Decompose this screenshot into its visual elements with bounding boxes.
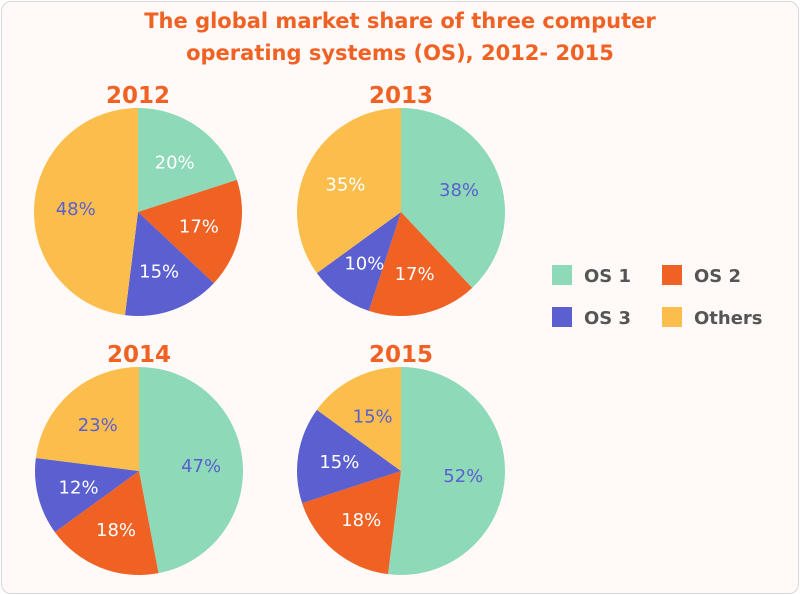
pie-slice-os-2 bbox=[138, 179, 242, 284]
pie-slice-os-2 bbox=[368, 212, 473, 316]
pie-title: 2014 bbox=[107, 342, 171, 368]
pie-slice-os-1 bbox=[387, 367, 505, 575]
pie-slice-others bbox=[297, 108, 401, 274]
data-label: 20% bbox=[155, 153, 195, 174]
data-label: 48% bbox=[56, 199, 96, 220]
data-label: 52% bbox=[443, 466, 483, 487]
legend-label: Others bbox=[694, 308, 763, 329]
data-label: 17% bbox=[395, 264, 435, 285]
pie-title: 2012 bbox=[106, 83, 170, 109]
data-label: 15% bbox=[353, 406, 393, 427]
data-label: 10% bbox=[344, 253, 384, 274]
pie-slice-os-3 bbox=[124, 212, 214, 316]
pie-slice-os-2 bbox=[54, 471, 159, 576]
data-label: 35% bbox=[325, 175, 365, 196]
legend-label: OS 3 bbox=[584, 308, 631, 329]
data-label: 15% bbox=[319, 452, 359, 473]
pie-slice-os-1 bbox=[138, 108, 237, 212]
pie-title: 2013 bbox=[369, 83, 433, 109]
data-label: 18% bbox=[96, 520, 136, 541]
legend-swatch bbox=[552, 307, 572, 327]
data-label: 47% bbox=[181, 456, 221, 477]
pie-slice-os-2 bbox=[302, 471, 401, 575]
pie-slice-os-3 bbox=[35, 457, 140, 533]
pie-slice-others bbox=[35, 367, 140, 471]
legend-label: OS 2 bbox=[694, 266, 741, 287]
legend-swatch bbox=[662, 307, 682, 327]
chart-title-line: The global market share of three compute… bbox=[144, 9, 656, 33]
pie-slice-os-3 bbox=[297, 409, 401, 504]
pie-slice-others bbox=[33, 108, 138, 316]
pie-slice-os-3 bbox=[316, 212, 401, 311]
data-label: 18% bbox=[341, 510, 381, 531]
legend-swatch bbox=[552, 265, 572, 285]
data-label: 38% bbox=[439, 180, 479, 201]
data-label: 17% bbox=[179, 217, 219, 238]
legend-swatch bbox=[662, 265, 682, 285]
data-label: 12% bbox=[59, 478, 99, 499]
chart-title-line: operating systems (OS), 2012- 2015 bbox=[186, 41, 614, 65]
pie-slice-others bbox=[316, 367, 401, 471]
pie-title: 2015 bbox=[369, 342, 433, 368]
pie-slice-os-1 bbox=[401, 108, 506, 288]
pie-slice-os-1 bbox=[139, 367, 244, 574]
legend-label: OS 1 bbox=[584, 266, 631, 287]
data-label: 15% bbox=[139, 262, 179, 283]
data-label: 23% bbox=[78, 415, 118, 436]
